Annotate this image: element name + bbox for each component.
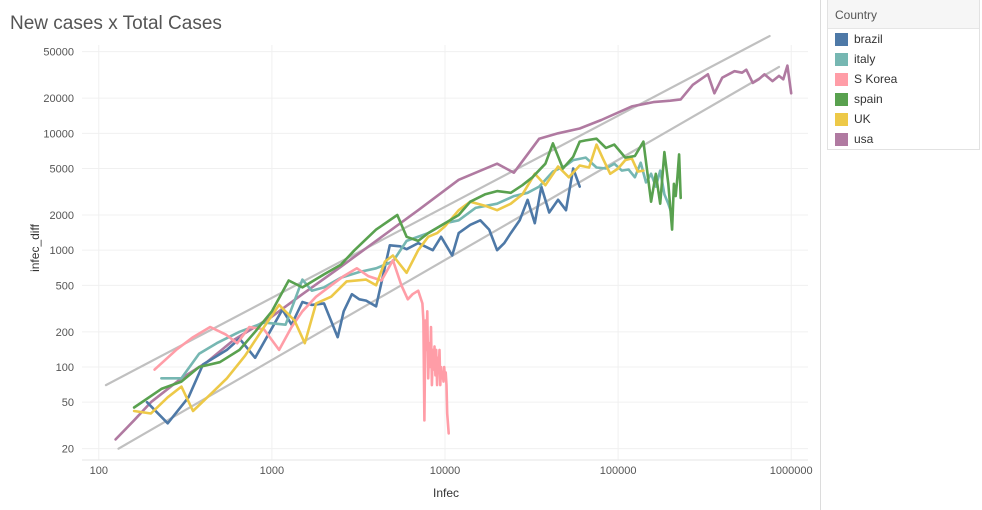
x-tick-label: 10000 xyxy=(430,465,461,477)
legend-item-uk[interactable]: UK xyxy=(828,109,979,129)
legend: Country brazil italy S Korea spain UK usa xyxy=(827,0,980,150)
y-tick-label: 1000 xyxy=(50,245,74,257)
legend-item-s-korea[interactable]: S Korea xyxy=(828,69,979,89)
x-tick-label: 100000 xyxy=(600,465,637,477)
legend-item-usa[interactable]: usa xyxy=(828,129,979,149)
reference-line xyxy=(117,65,781,450)
legend-label: S Korea xyxy=(854,72,898,86)
axes: 100 1000 10000 100000 1000000 20 50 100 200 500 10… xyxy=(43,47,812,477)
chart-title: New cases x Total Cases xyxy=(10,13,222,34)
legend-swatch xyxy=(835,132,848,146)
series-line-brazil xyxy=(145,167,582,425)
x-tick-label: 1000 xyxy=(260,465,284,477)
legend-label: brazil xyxy=(854,32,883,46)
legend-label: italy xyxy=(854,52,876,66)
y-tick-label: 50000 xyxy=(43,47,74,59)
legend-item-spain[interactable]: spain xyxy=(828,89,979,109)
reference-line xyxy=(104,34,771,387)
series-lines xyxy=(114,64,793,441)
legend-divider xyxy=(820,0,821,510)
y-tick-label: 5000 xyxy=(50,163,74,175)
legend-swatch xyxy=(835,52,848,66)
legend-label: UK xyxy=(854,112,871,126)
legend-swatch xyxy=(835,72,848,86)
x-tick-label: 100 xyxy=(90,465,108,477)
legend-items: brazil italy S Korea spain UK usa xyxy=(828,29,979,149)
grid xyxy=(82,45,808,460)
y-tick-label: 2000 xyxy=(50,210,74,222)
x-axis-label: Infec xyxy=(433,486,459,500)
y-tick-label: 200 xyxy=(56,327,74,339)
reference-lines xyxy=(104,34,781,450)
y-axis-label: infec_diff xyxy=(28,223,42,271)
series-line-uk xyxy=(132,143,645,415)
legend-label: spain xyxy=(854,92,883,106)
legend-item-brazil[interactable]: brazil xyxy=(828,29,979,49)
y-tick-label: 20000 xyxy=(43,93,74,105)
y-tick-label: 50 xyxy=(62,397,74,409)
series-line-italy xyxy=(160,156,674,380)
y-tick-label: 500 xyxy=(56,280,74,292)
y-tick-label: 10000 xyxy=(43,128,74,140)
legend-swatch xyxy=(835,112,848,126)
x-tick-label: 1000000 xyxy=(770,465,813,477)
series-line-s-korea xyxy=(153,258,451,435)
y-tick-label: 100 xyxy=(56,362,74,374)
chart-plot: 100 1000 10000 100000 1000000 20 50 100 200 500 10… xyxy=(28,34,813,500)
legend-title: Country xyxy=(828,0,979,29)
legend-swatch xyxy=(835,32,848,46)
legend-swatch xyxy=(835,92,848,106)
legend-label: usa xyxy=(854,132,874,146)
legend-item-italy[interactable]: italy xyxy=(828,49,979,69)
series-line-spain xyxy=(132,137,683,409)
y-tick-label: 20 xyxy=(62,444,74,456)
